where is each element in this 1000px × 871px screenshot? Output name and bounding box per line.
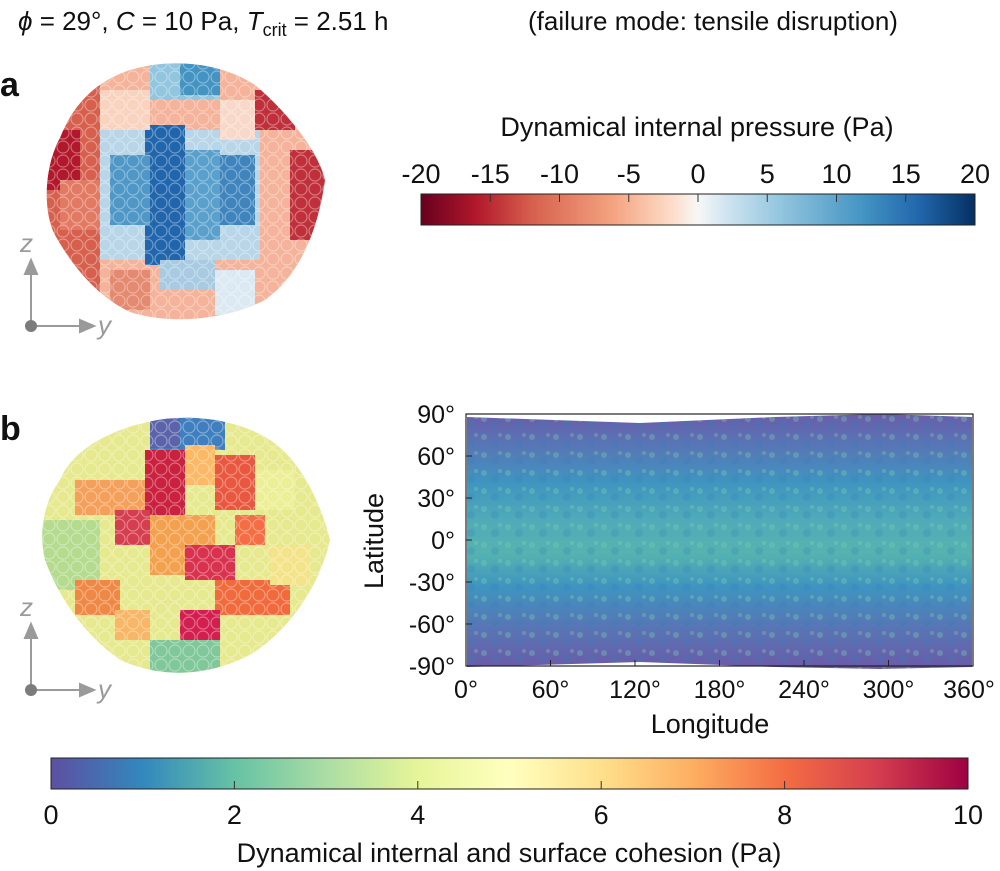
latitude-tick-label: 0° bbox=[431, 527, 455, 555]
latitude-tick-label: 30° bbox=[417, 485, 455, 513]
y-axis-arrow bbox=[79, 682, 97, 698]
panel-b-label: b bbox=[0, 410, 21, 448]
longitude-tick-label: 120° bbox=[609, 676, 661, 704]
pressure-tick-label: 10 bbox=[821, 159, 851, 189]
pressure-tick-label: 5 bbox=[760, 159, 775, 189]
panel-a-axis-triad bbox=[23, 257, 97, 334]
cohesion-value: = 10 Pa, bbox=[135, 6, 247, 36]
longitude-tick-label: 0° bbox=[454, 676, 478, 704]
longitude-tick-label: 300° bbox=[863, 676, 915, 704]
panel-b-axis-triad bbox=[23, 621, 97, 698]
pressure-tick-label: -20 bbox=[401, 159, 440, 189]
tcrit-subscript: crit bbox=[263, 20, 287, 40]
cohesion-surface-map bbox=[465, 413, 974, 669]
cohesion-tick-label: 10 bbox=[953, 800, 983, 830]
panel-a-label: a bbox=[0, 66, 20, 104]
panel-a-y-label: y bbox=[96, 310, 113, 340]
origin-marker bbox=[25, 320, 37, 332]
cohesion-tick-label: 0 bbox=[43, 800, 58, 830]
panel-a-z-label: z bbox=[19, 228, 33, 258]
cohesion-symbol: C bbox=[116, 6, 135, 36]
cohesion-map-texture bbox=[467, 414, 972, 669]
panel-b-y-label: y bbox=[96, 674, 113, 704]
longitude-ticks: 0° 60° 120° 180° 240° 300° 360° bbox=[454, 660, 995, 704]
cohesion-colorbar bbox=[50, 757, 969, 790]
z-axis-arrow bbox=[23, 621, 39, 639]
figure-title: ϕ = 29°, C = 10 Pa, Tcrit = 2.51 h (fail… bbox=[18, 6, 898, 40]
latitude-tick-label: 60° bbox=[417, 443, 455, 471]
svg-text:ϕ = 29°, C = 10 Pa, Tcrit = 2.: ϕ = 29°, C = 10 Pa, Tcrit = 2.51 h bbox=[18, 6, 389, 40]
cohesion-tick-label: 4 bbox=[410, 800, 425, 830]
panel-a-body-render bbox=[46, 63, 326, 320]
pressure-colorbar-ticks: -20 -15 -10 -5 0 5 10 15 20 bbox=[401, 159, 990, 189]
tcrit-symbol: T bbox=[247, 6, 265, 36]
longitude-tick-label: 180° bbox=[694, 676, 746, 704]
cohesion-colorbar-tick-marks bbox=[233, 781, 786, 789]
phi-value: = 29°, bbox=[32, 6, 115, 36]
longitude-tick-label: 60° bbox=[532, 676, 570, 704]
failure-mode: (failure mode: tensile disruption) bbox=[528, 6, 898, 36]
pressure-colorbar-title: Dynamical internal pressure (Pa) bbox=[500, 112, 893, 142]
cohesion-colorbar-title: Dynamical internal and surface cohesion … bbox=[237, 838, 782, 868]
cohesion-tick-label: 6 bbox=[594, 800, 609, 830]
tcrit-value: = 2.51 h bbox=[287, 6, 389, 36]
pressure-tick-label: -5 bbox=[617, 159, 641, 189]
latitude-tick-label: -90° bbox=[409, 653, 455, 681]
panel-b-body-render bbox=[42, 417, 330, 673]
latitude-tick-label: -60° bbox=[409, 611, 455, 639]
pressure-colorbar-tick-marks bbox=[489, 194, 907, 202]
pressure-tick-label: 0 bbox=[690, 159, 705, 189]
pressure-tick-label: -15 bbox=[471, 159, 510, 189]
z-axis-arrow bbox=[23, 257, 39, 275]
cohesion-colorbar-ticks: 0 2 4 6 8 10 bbox=[43, 800, 983, 830]
latitude-tick-label: 90° bbox=[417, 401, 455, 429]
longitude-tick-label: 240° bbox=[778, 676, 830, 704]
cohesion-tick-label: 8 bbox=[777, 800, 792, 830]
phi-symbol: ϕ bbox=[18, 6, 32, 36]
latitude-tick-label: -30° bbox=[409, 569, 455, 597]
map-ylabel: Latitude bbox=[359, 493, 389, 589]
longitude-tick-label: 360° bbox=[943, 676, 995, 704]
y-axis-arrow bbox=[79, 318, 97, 334]
pressure-tick-label: 20 bbox=[960, 159, 990, 189]
cohesion-tick-label: 2 bbox=[227, 800, 242, 830]
panel-b-z-label: z bbox=[19, 592, 33, 622]
latitude-ticks: 90° 60° 30° 0° -30° -60° -90° bbox=[409, 401, 472, 681]
pressure-tick-label: -10 bbox=[540, 159, 579, 189]
pressure-tick-label: 15 bbox=[891, 159, 921, 189]
map-xlabel: Longitude bbox=[651, 709, 770, 739]
origin-marker bbox=[25, 684, 37, 696]
